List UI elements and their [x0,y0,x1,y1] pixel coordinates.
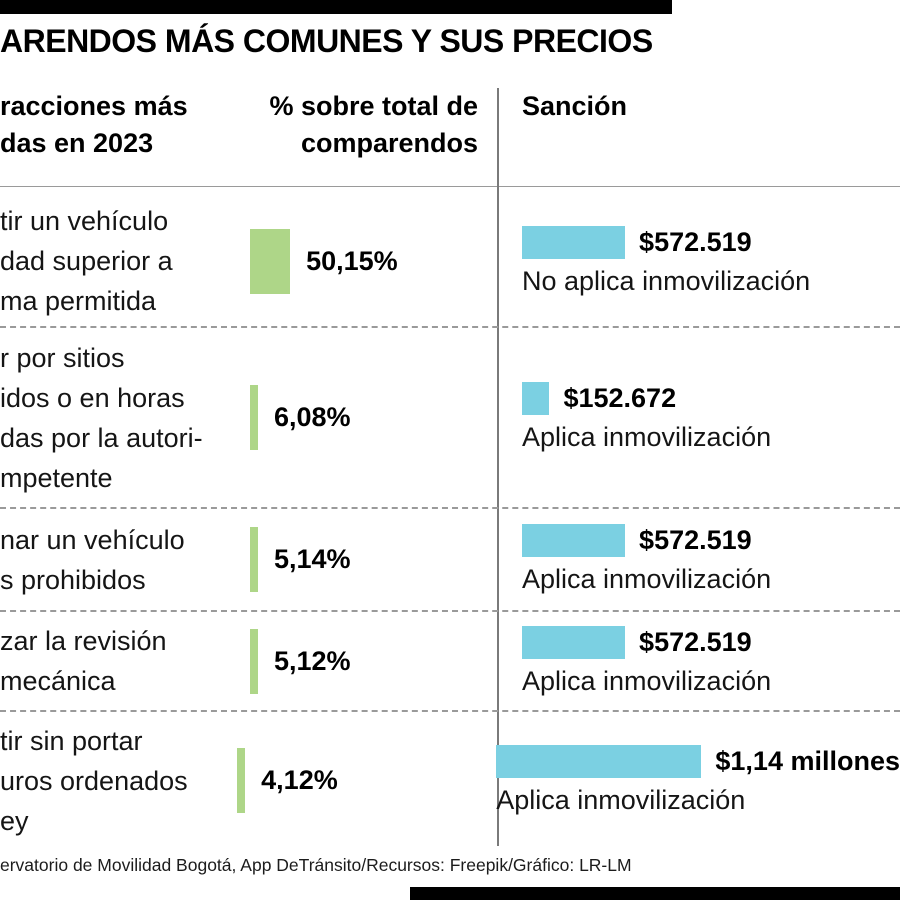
immobilization-note: Aplica inmovilización [522,665,772,696]
immobilization-note: Aplica inmovilización [496,785,746,815]
percent-cell: 5,14% [246,527,498,592]
percent-bar [250,228,291,294]
immobilization-note: Aplica inmovilización [522,422,772,452]
sanction-price: $572.519 [639,626,752,657]
price-line: $572.519 [522,524,900,557]
percent-bar [250,628,258,694]
sanction-cell: $572.519 Aplica inmovilización [498,625,900,697]
infraction-label: r por sitios idos o en horas das por la … [0,342,203,493]
infraction-label: tir un vehículo dad superior a ma permit… [0,206,173,316]
sanction-price: $152.672 [563,383,677,413]
immobilization-note: No aplica inmovilización [522,265,811,296]
table-row: tir sin portar uros ordenados ey 4,12% $… [0,710,900,849]
percent-value: 5,14% [274,544,351,574]
percent-bar [250,527,258,592]
percent-bar [250,385,258,450]
table-row: r por sitios idos o en horas das por la … [0,326,900,507]
header-divider-line [0,186,900,187]
table-row: nar un vehículo s prohibidos 5,14% $572.… [0,507,900,610]
page-title: ARENDOS MÁS COMUNES Y SUS PRECIOS [0,23,653,59]
percent-cell: 6,08% [246,385,498,450]
percent-value: 5,12% [274,645,351,676]
infraction-label: zar la revisión mecánica [0,626,167,696]
sanction-cell: $152.672 Aplica inmovilización [498,382,900,453]
header-infractions: racciones más das en 2023 [0,91,188,158]
percent-value: 50,15% [306,245,398,276]
sanction-bar [522,382,550,415]
price-line: $572.519 [522,625,900,659]
sanction-cell: $572.519 Aplica inmovilización [498,524,900,595]
sanction-bar [496,745,702,778]
sanction-price: $1,14 millones [715,746,900,776]
table-row: tir un vehículo dad superior a ma permit… [0,196,900,326]
infraction-label: nar un vehículo s prohibidos [0,524,185,595]
percent-cell: 50,15% [246,228,498,294]
table-body: tir un vehículo dad superior a ma permit… [0,196,900,849]
top-accent-bar [0,0,672,14]
infraction-label: tir sin portar uros ordenados ey [0,725,188,836]
header-sanction: Sanción [522,91,628,121]
sanction-price: $572.519 [639,226,752,257]
column-divider-line [497,88,499,846]
price-line: $572.519 [522,225,900,259]
source-credit: ervatorio de Movilidad Bogotá, App DeTrá… [0,855,632,875]
sanction-cell: $1,14 millones Aplica inmovilización [472,745,900,816]
sanction-price: $572.519 [639,525,752,555]
sanction-bar [522,625,626,659]
percent-value: 4,12% [261,765,338,795]
sanction-cell: $572.519 No aplica inmovilización [498,225,900,297]
immobilization-note: Aplica inmovilización [522,564,772,594]
price-line: $152.672 [522,382,900,415]
percent-bar [237,748,246,813]
percent-cell: 5,12% [246,628,498,694]
price-line: $1,14 millones [496,745,900,778]
table-row: zar la revisión mecánica 5,12% $572.519 … [0,610,900,710]
table-header: racciones más das en 2023 % sobre total … [0,88,900,162]
bottom-accent-bar [410,887,900,900]
percent-value: 6,08% [274,402,351,432]
header-percent: % sobre total de comparendos [269,91,478,158]
sanction-bar [522,225,626,259]
sanction-bar [522,524,626,557]
percent-cell: 4,12% [233,748,472,813]
